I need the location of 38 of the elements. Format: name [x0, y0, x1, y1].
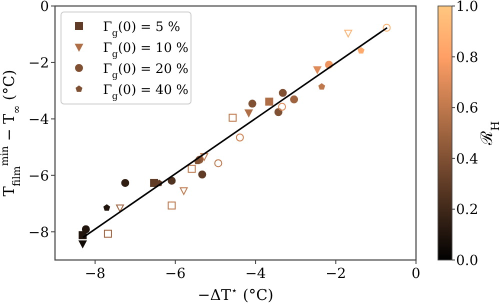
- x-tick-label: −4: [245, 266, 266, 282]
- point: [121, 178, 130, 187]
- x-tick-label: −8: [84, 266, 106, 282]
- y-tick-label: −6: [28, 168, 50, 184]
- point: [168, 202, 176, 210]
- y-tick-label: −4: [28, 112, 50, 128]
- color-bar-label: 1.0: [456, 0, 478, 15]
- legend-label: Γ$_{g}$(0) = 5 %: [103, 20, 180, 39]
- color-bar-label: 0.0: [456, 253, 478, 269]
- y-tick-label: −8: [28, 224, 49, 241]
- point: [180, 187, 188, 195]
- x-tick-label: −2: [325, 266, 346, 282]
- color-bar-label: 0.6: [456, 100, 478, 117]
- x-tick-label: 0: [412, 266, 420, 282]
- color-bar-label: 0.8: [456, 50, 478, 66]
- point: [188, 164, 196, 173]
- point: [236, 134, 244, 142]
- color-bar-label: 0.2: [456, 202, 478, 218]
- y-tick-label: −2: [28, 55, 49, 72]
- color-bar-label: 0.4: [456, 151, 478, 168]
- point: [200, 153, 208, 161]
- point: [104, 230, 112, 238]
- point: [278, 88, 287, 97]
- point: [248, 100, 256, 108]
- legend-label: Γ$_{g}$(0) = 20 %: [103, 62, 188, 81]
- x-tick-label: −6: [165, 266, 186, 282]
- point: [382, 24, 391, 32]
- legend-label: Γ$_{g}$(0) = 40 %: [103, 83, 188, 102]
- point: [228, 114, 237, 122]
- point: [290, 95, 298, 104]
- legend-label: Γ$_{g}$(0) = 10 %: [103, 41, 188, 60]
- point: [168, 176, 176, 185]
- y-tick-label: 0: [40, 0, 49, 15]
- point: [78, 240, 87, 248]
- point: [274, 108, 282, 116]
- point: [358, 47, 364, 54]
- x-axis-title: −ΔT$^{⋆}$ (°C): [198, 285, 274, 304]
- point: [116, 204, 124, 212]
